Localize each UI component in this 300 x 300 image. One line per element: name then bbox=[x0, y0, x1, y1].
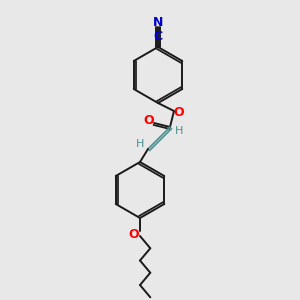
Text: C: C bbox=[153, 31, 163, 44]
Text: O: O bbox=[174, 106, 184, 118]
Text: H: H bbox=[136, 139, 144, 149]
Text: N: N bbox=[153, 16, 163, 28]
Text: H: H bbox=[175, 126, 183, 136]
Text: O: O bbox=[129, 227, 139, 241]
Text: O: O bbox=[144, 115, 154, 128]
